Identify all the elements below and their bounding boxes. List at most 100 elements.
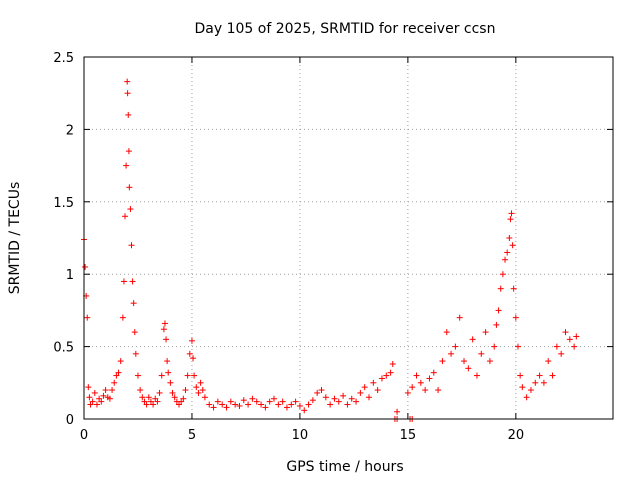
data-point (562, 329, 569, 336)
data-point (283, 404, 290, 411)
data-point (540, 379, 547, 386)
data-point (199, 387, 206, 394)
data-point (201, 394, 208, 401)
data-point (82, 263, 89, 270)
data-point (126, 184, 133, 191)
data-point (123, 162, 130, 169)
data-point (573, 333, 580, 340)
data-point (227, 398, 234, 405)
data-point (523, 394, 530, 401)
data-point (258, 401, 265, 408)
data-point (314, 389, 321, 396)
data-point (495, 307, 502, 314)
data-point (335, 398, 342, 405)
y-tick-label: 0 (66, 413, 74, 428)
data-point (499, 271, 506, 278)
data-point (91, 389, 98, 396)
data-point (150, 401, 157, 408)
data-point (519, 384, 526, 391)
data-point (109, 387, 116, 394)
data-point (430, 369, 437, 376)
data-point (154, 398, 161, 405)
data-point (219, 401, 226, 408)
data-point (558, 350, 565, 357)
data-point (128, 242, 135, 249)
data-point (514, 343, 521, 350)
x-tick-label: 20 (508, 428, 525, 443)
data-point (102, 387, 109, 394)
data-point (296, 402, 303, 409)
data-point (236, 402, 243, 409)
data-point (404, 389, 411, 396)
data-point (206, 401, 213, 408)
data-point (125, 148, 132, 155)
data-point (240, 397, 247, 404)
data-point (134, 372, 141, 379)
data-point (507, 216, 514, 223)
data-point (422, 387, 429, 394)
data-point (413, 372, 420, 379)
data-point (473, 372, 480, 379)
data-point (508, 210, 515, 217)
data-point (232, 401, 239, 408)
data-point (378, 375, 385, 382)
data-point (271, 395, 278, 402)
x-tick-label: 0 (80, 428, 88, 443)
data-point (374, 387, 381, 394)
data-point (85, 384, 92, 391)
data-point (223, 404, 230, 411)
data-point (197, 379, 204, 386)
data-point (124, 78, 131, 85)
data-point (344, 401, 351, 408)
data-point (117, 358, 124, 365)
y-tick-label: 1 (66, 268, 74, 283)
data-point (122, 213, 129, 220)
data-point (279, 398, 286, 405)
data-point (366, 394, 373, 401)
data-point (195, 389, 202, 396)
data-point (439, 358, 446, 365)
data-point (448, 350, 455, 357)
data-point (137, 387, 144, 394)
data-point (301, 407, 308, 414)
data-point (509, 242, 516, 249)
data-point (169, 389, 176, 396)
data-point (318, 387, 325, 394)
data-point (184, 372, 191, 379)
data-point (193, 384, 200, 391)
data-point (93, 401, 100, 408)
data-point (512, 314, 519, 321)
data-point (145, 394, 152, 401)
data-point (161, 320, 168, 327)
data-point (469, 336, 476, 343)
data-point (249, 395, 256, 402)
data-point (497, 285, 504, 292)
data-point (357, 389, 364, 396)
data-point (452, 343, 459, 350)
x-tick-label: 15 (400, 428, 417, 443)
data-point (180, 395, 187, 402)
data-point (188, 337, 195, 344)
data-point (124, 90, 131, 97)
data-point (409, 384, 416, 391)
data-point (106, 395, 113, 402)
data-point (167, 379, 174, 386)
data-point (510, 285, 517, 292)
data-point (491, 343, 498, 350)
data-point (493, 321, 500, 328)
x-axis-title: GPS time / hours (286, 459, 403, 475)
y-tick-label: 2.5 (53, 51, 74, 66)
data-point (566, 336, 573, 343)
data-point (139, 394, 146, 401)
data-point (245, 401, 252, 408)
data-point (417, 379, 424, 386)
chart-title: Day 105 of 2025, SRMTID for receiver ccs… (195, 21, 496, 37)
data-point (143, 401, 150, 408)
grid-layer (84, 57, 613, 419)
data-point (553, 343, 560, 350)
data-point (84, 314, 91, 321)
data-point (186, 350, 193, 357)
data-point (131, 329, 138, 336)
data-point (214, 398, 221, 405)
